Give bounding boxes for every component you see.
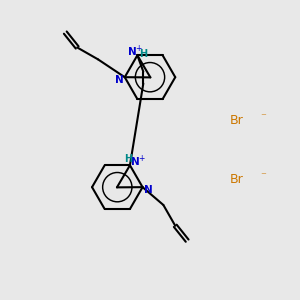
Text: H: H xyxy=(124,154,133,164)
Text: N: N xyxy=(115,75,124,85)
Text: ⁻: ⁻ xyxy=(260,172,266,182)
Text: Br: Br xyxy=(230,114,244,127)
Text: N: N xyxy=(131,157,140,167)
Text: Br: Br xyxy=(230,173,244,186)
Text: N: N xyxy=(128,47,136,57)
Text: +: + xyxy=(139,154,145,163)
Text: +: + xyxy=(136,44,142,53)
Text: ⁻: ⁻ xyxy=(260,112,266,122)
Text: N: N xyxy=(143,185,152,195)
Text: H: H xyxy=(139,49,147,59)
